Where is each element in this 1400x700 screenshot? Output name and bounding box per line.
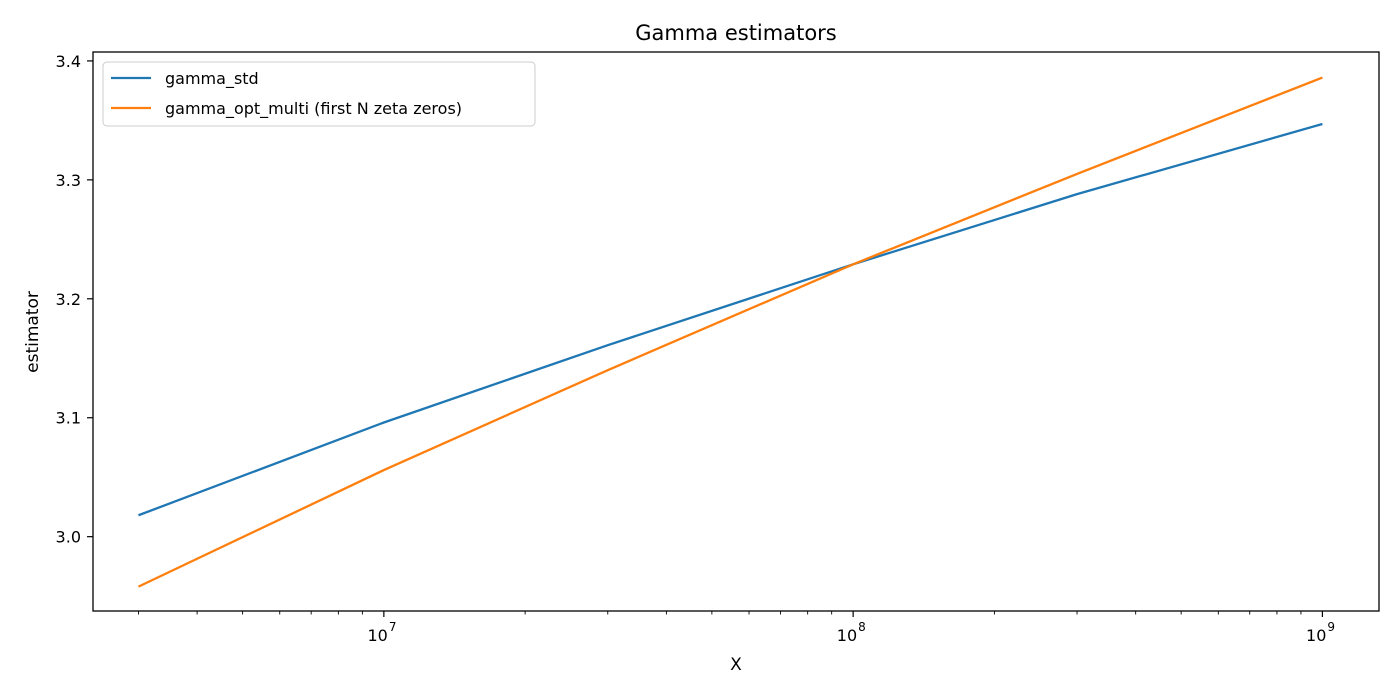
chart-title: Gamma estimators: [635, 21, 837, 45]
legend-label-gamma-opt-multi: gamma_opt_multi (first N zeta zeros): [165, 99, 462, 119]
x-tick-label-base-0: 10: [367, 626, 387, 645]
y-axis-label: estimator: [23, 291, 43, 373]
x-tick-label-base-2: 10: [1306, 626, 1326, 645]
x-axis-label: X: [730, 655, 742, 675]
x-tick-label-2: 10 9: [1306, 620, 1335, 645]
ticks-group: 3.03.13.23.33.410 7 10 8 10 9: [56, 52, 1336, 645]
x-tick-label-0: 10 7: [367, 620, 396, 645]
series-line-gamma-std: [138, 122, 1323, 517]
y-tick-label-3: 3.3: [56, 171, 81, 190]
x-tick-label-exp-2: 9: [1327, 620, 1335, 634]
x-tick-label-exp-0: 7: [389, 620, 397, 634]
y-tick-label-2: 3.2: [56, 290, 81, 309]
series-line-gamma-opt-multi-first-n-zeta-zeros: [137, 76, 1323, 588]
y-tick-label-0: 3.0: [56, 528, 81, 547]
legend-box: [102, 61, 536, 127]
x-tick-label-1: 10 8: [837, 620, 866, 645]
series-layer: [137, 76, 1323, 588]
x-tick-label-base-1: 10: [837, 626, 857, 645]
y-tick-label-4: 3.4: [56, 52, 81, 71]
x-tick-label-exp-1: 8: [858, 620, 866, 634]
legend-label-gamma-std: gamma_std: [165, 69, 259, 89]
legend: gamma_std gamma_opt_multi (first N zeta …: [102, 61, 536, 127]
y-tick-label-1: 3.1: [56, 409, 81, 428]
plot-frame: [92, 51, 1380, 612]
